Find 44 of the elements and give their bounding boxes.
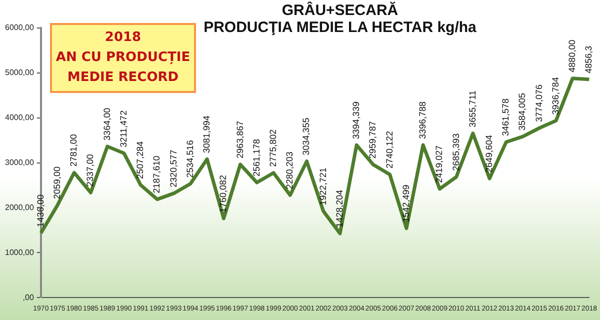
- y-tick-label: 5000,00: [4, 68, 34, 78]
- data-label: 3936,784: [550, 77, 560, 115]
- data-label: 2963,867: [234, 120, 245, 158]
- annotation: 2018 AN CU PRODUCȚIE MEDIE RECORD: [50, 23, 196, 93]
- y-tick-label: 1000,00: [4, 248, 34, 257]
- data-label: 3396,788: [418, 101, 428, 139]
- data-label: 4856,3: [584, 46, 594, 74]
- data-label: 3655,711: [467, 90, 478, 128]
- chart-subtitle: PRODUCŢIA MEDIE LA HECTAR kg/ha: [204, 19, 476, 36]
- data-label: 2775,802: [268, 129, 278, 167]
- data-label: 3364,00: [102, 108, 112, 140]
- data-label: 1542,499: [400, 184, 411, 222]
- y-tick-label: 3000,00: [4, 158, 34, 168]
- y-tick-label: ,00: [22, 292, 34, 302]
- data-label: 1922,721: [318, 168, 328, 206]
- data-label: 1428,204: [334, 190, 344, 228]
- data-label: 2059,00: [52, 166, 62, 200]
- data-label: 3394,339: [351, 102, 362, 140]
- data-label: 2419,027: [434, 145, 444, 183]
- y-tick-label: 4000,00: [4, 113, 34, 122]
- data-label: 1760,082: [218, 174, 228, 213]
- data-label: 3461,578: [500, 98, 511, 136]
- data-label: 2280,203: [284, 152, 295, 190]
- data-label: 2685,393: [450, 133, 461, 171]
- data-label: 3774,076: [534, 84, 544, 122]
- data-label: 2740,122: [384, 130, 394, 168]
- data-label: 2187,610: [152, 156, 162, 194]
- data-label: 2320,577: [168, 150, 178, 188]
- data-label: 2507,284: [135, 141, 146, 179]
- data-label: 3211,472: [118, 110, 128, 148]
- data-label: 3584,005: [517, 93, 528, 131]
- data-label: 1436,00: [35, 194, 46, 228]
- data-label: 3081,994: [202, 116, 212, 154]
- y-tick-label: 6000,00: [4, 23, 34, 32]
- data-label: 4880,00: [567, 40, 578, 72]
- data-label: 3034,355: [301, 118, 312, 156]
- data-label: 2649,604: [484, 135, 494, 173]
- data-label: 2534,516: [184, 140, 195, 178]
- data-label: 2959,787: [368, 121, 378, 159]
- data-label: 2337,00: [85, 154, 96, 187]
- chart-title: GRÂU+SECARĂ: [280, 2, 400, 19]
- y-tick-label: 2000,00: [4, 202, 34, 212]
- data-label: 2561,178: [251, 138, 262, 177]
- data-label: 2781,00: [68, 134, 79, 167]
